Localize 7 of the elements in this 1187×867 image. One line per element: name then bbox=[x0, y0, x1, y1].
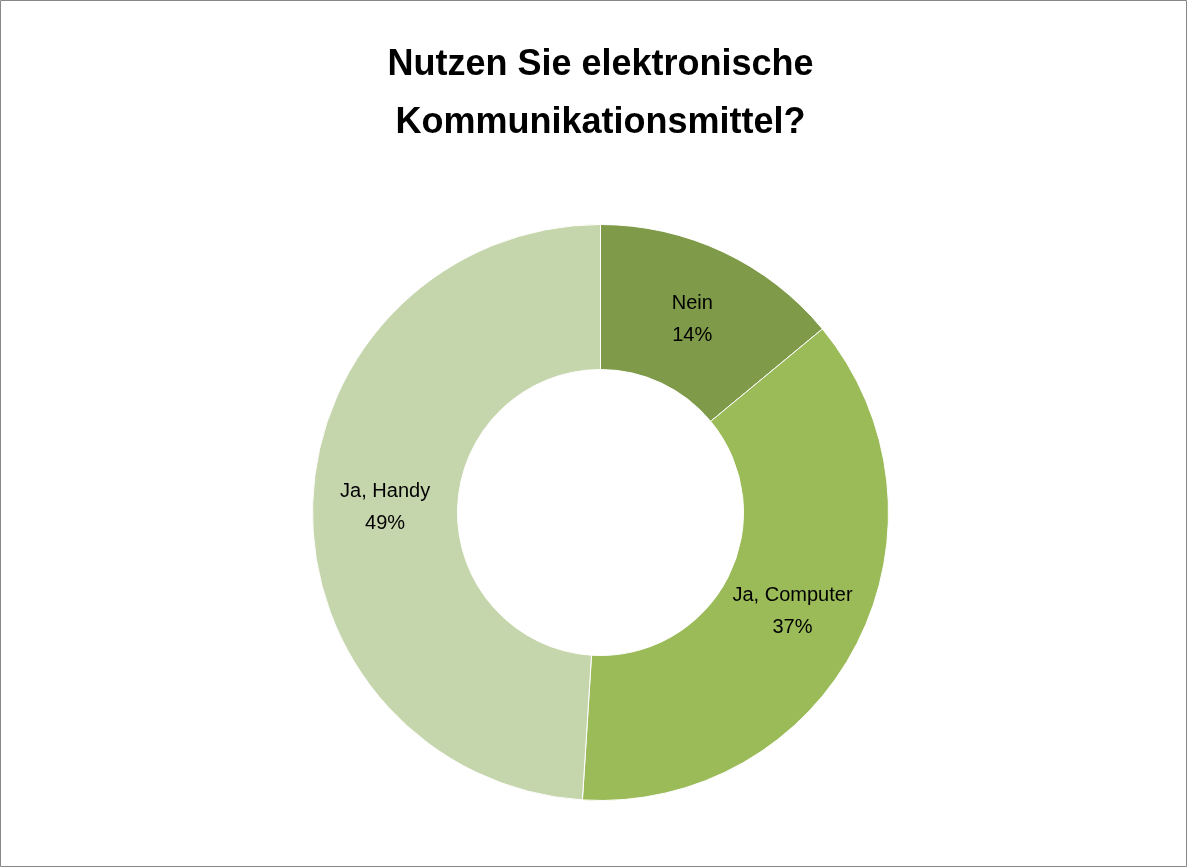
slice-label: Ja, Computer bbox=[732, 583, 853, 606]
slice-label: Nein bbox=[671, 290, 713, 313]
slice-label: Ja, Handy bbox=[340, 478, 431, 501]
data-label: 49% bbox=[365, 510, 406, 533]
chart-title: Nutzen Sie elektronische Kommunikationsmittel? bbox=[387, 42, 814, 141]
data-label: 14% bbox=[672, 322, 713, 345]
data-label: 37% bbox=[772, 615, 813, 638]
